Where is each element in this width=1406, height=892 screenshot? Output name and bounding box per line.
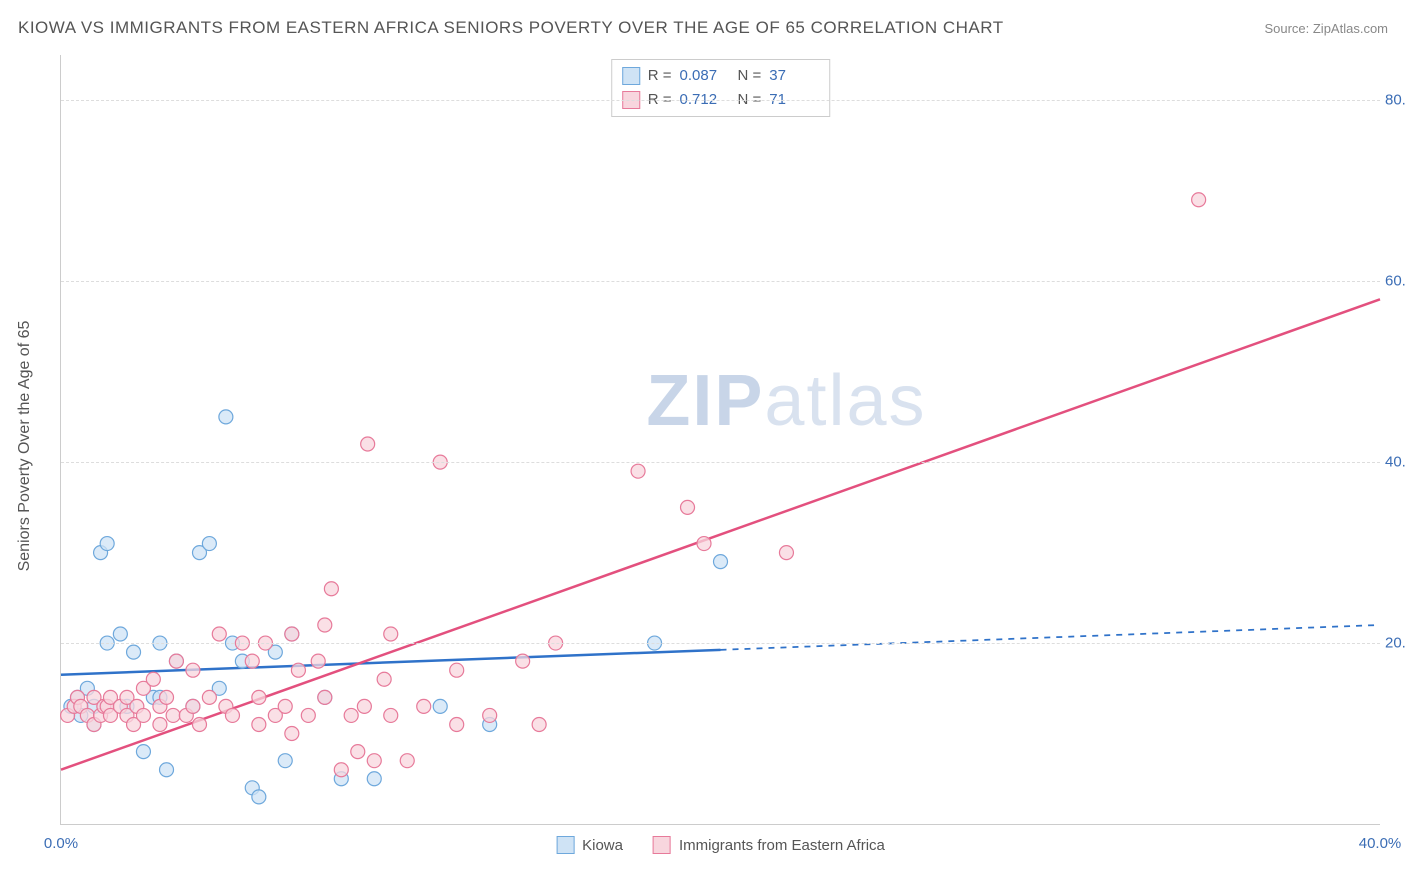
gridline: [61, 281, 1380, 282]
x-tick-label: 40.0%: [1359, 835, 1402, 852]
legend-item-immigrants: Immigrants from Eastern Africa: [653, 836, 885, 854]
legend-label-kiowa: Kiowa: [582, 837, 623, 854]
x-tick-label: 0.0%: [44, 835, 78, 852]
swatch-immigrants-icon: [653, 836, 671, 854]
gridline: [61, 462, 1380, 463]
y-tick-label: 40.0%: [1385, 454, 1406, 471]
gridline: [61, 100, 1380, 101]
swatch-kiowa-icon: [556, 836, 574, 854]
chart-title: KIOWA VS IMMIGRANTS FROM EASTERN AFRICA …: [18, 18, 1004, 38]
y-tick-label: 20.0%: [1385, 635, 1406, 652]
y-axis-label: Seniors Poverty Over the Age of 65: [16, 321, 34, 572]
y-tick-label: 80.0%: [1385, 92, 1406, 109]
source-attribution: Source: ZipAtlas.com: [1264, 21, 1388, 36]
plot-area: ZIPatlas R = 0.087 N = 37 R = 0.712 N = …: [60, 55, 1380, 825]
legend-label-immigrants: Immigrants from Eastern Africa: [679, 837, 885, 854]
y-tick-label: 60.0%: [1385, 273, 1406, 290]
series-legend: Kiowa Immigrants from Eastern Africa: [556, 836, 885, 854]
legend-item-kiowa: Kiowa: [556, 836, 623, 854]
chart-svg: [61, 55, 1380, 824]
gridline: [61, 643, 1380, 644]
